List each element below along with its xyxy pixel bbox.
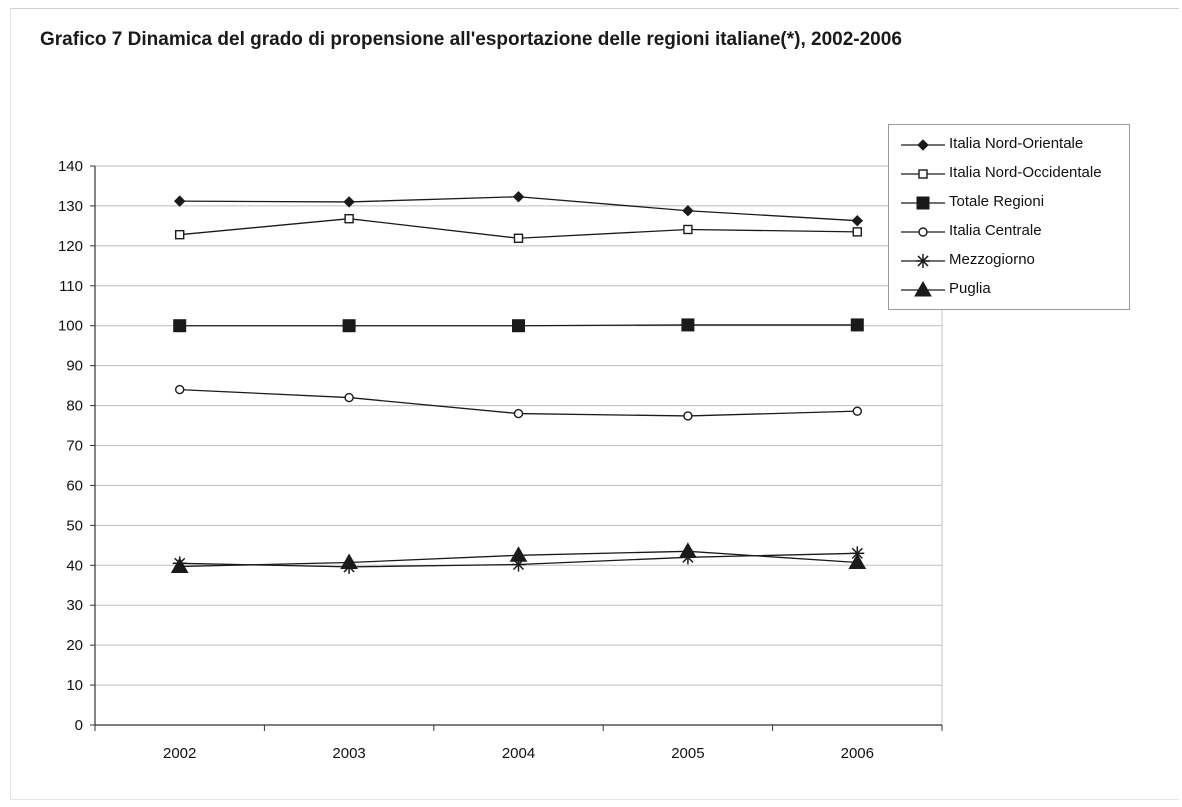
chart-frame xyxy=(10,8,1179,800)
data-point xyxy=(342,319,356,333)
legend-label: Italia Nord-Occidentale xyxy=(949,164,1102,181)
data-point xyxy=(340,553,358,569)
legend-item: Totale Regioni xyxy=(889,191,1129,215)
x-axis-ticks: 2002 2003 2004 2005 2006 xyxy=(163,745,874,762)
y-tick-label: 40 xyxy=(66,557,83,574)
chart-title: Grafico 7 Dinamica del grado di propensi… xyxy=(40,29,902,50)
data-point xyxy=(512,191,525,203)
data-point xyxy=(173,319,187,333)
legend-item: Puglia xyxy=(889,278,1129,302)
y-tick-label: 70 xyxy=(66,438,83,455)
legend-label: Puglia xyxy=(949,280,991,297)
legend-item: Mezzogiorno xyxy=(889,249,1129,273)
y-tick-label: 0 xyxy=(75,717,83,734)
data-point xyxy=(683,411,693,421)
data-point xyxy=(344,214,354,224)
gridlines xyxy=(95,165,943,725)
data-point xyxy=(679,542,697,558)
x-tick-label: 2002 xyxy=(163,745,196,762)
legend-label: Italia Centrale xyxy=(949,222,1042,239)
data-point xyxy=(683,224,693,235)
data-point xyxy=(170,557,189,573)
data-point xyxy=(344,392,354,403)
legend-label: Totale Regioni xyxy=(949,193,1045,210)
legend-swatch xyxy=(901,139,945,151)
data-point xyxy=(682,205,694,217)
y-tick-label: 30 xyxy=(66,597,83,614)
data-point xyxy=(512,319,525,333)
data-point xyxy=(174,384,185,395)
data-point xyxy=(852,227,862,237)
legend-marker xyxy=(918,169,928,179)
legend-marker xyxy=(916,196,930,210)
y-tick-label: 110 xyxy=(59,278,83,295)
data-point xyxy=(681,318,695,332)
legend-marker xyxy=(916,254,930,268)
data-point xyxy=(509,546,528,562)
legend-label: Italia Nord-Orientale xyxy=(949,135,1084,152)
x-tick-label: 2003 xyxy=(332,745,365,762)
legend-swatch xyxy=(901,196,945,210)
axes xyxy=(90,165,943,731)
data-point xyxy=(513,408,524,419)
y-tick-label: 20 xyxy=(66,637,83,654)
chart-legend: Italia Nord-Orientale Italia Nord-Occiden… xyxy=(888,124,1130,310)
data-point xyxy=(513,233,524,243)
series-lines xyxy=(170,191,867,574)
legend-swatch xyxy=(901,227,945,237)
y-tick-label: 50 xyxy=(66,517,83,534)
legend-swatch xyxy=(901,169,945,179)
data-point xyxy=(851,214,864,227)
legend-item: Italia Centrale xyxy=(889,220,1129,244)
y-tick-label: 130 xyxy=(58,198,83,215)
y-tick-label: 90 xyxy=(66,358,83,375)
data-point xyxy=(173,195,186,207)
data-point xyxy=(174,229,185,240)
legend-swatch xyxy=(901,281,945,297)
series-italia-nord-occidentale xyxy=(174,214,862,243)
series-italia-nord-orientale xyxy=(173,191,864,227)
x-tick-label: 2005 xyxy=(671,745,704,762)
legend-marker xyxy=(917,139,929,151)
data-point xyxy=(852,406,862,416)
data-point xyxy=(848,553,867,569)
legend-item: Italia Nord-Orientale xyxy=(889,133,1129,157)
y-tick-label: 60 xyxy=(66,477,83,494)
series-totale-regioni xyxy=(173,318,864,333)
x-tick-label: 2006 xyxy=(841,745,874,762)
y-tick-label: 80 xyxy=(66,398,83,415)
y-tick-label: 140 xyxy=(58,158,83,175)
series-puglia xyxy=(170,542,867,573)
data-point xyxy=(343,196,355,208)
x-tick-label: 2004 xyxy=(502,745,535,762)
legend-marker xyxy=(918,227,928,237)
y-axis-ticks: 0 10 20 30 40 50 60 70 80 90 100 110 120 130 140 xyxy=(58,158,83,734)
y-tick-label: 10 xyxy=(66,677,83,694)
legend-item: Italia Nord-Occidentale xyxy=(889,162,1129,186)
y-tick-label: 120 xyxy=(58,238,83,255)
legend-swatch xyxy=(901,254,945,268)
series-italia-centrale xyxy=(174,384,862,421)
legend-marker xyxy=(914,281,932,297)
legend-label: Mezzogiorno xyxy=(949,251,1035,268)
y-tick-label: 100 xyxy=(58,318,83,335)
data-point xyxy=(850,318,864,332)
